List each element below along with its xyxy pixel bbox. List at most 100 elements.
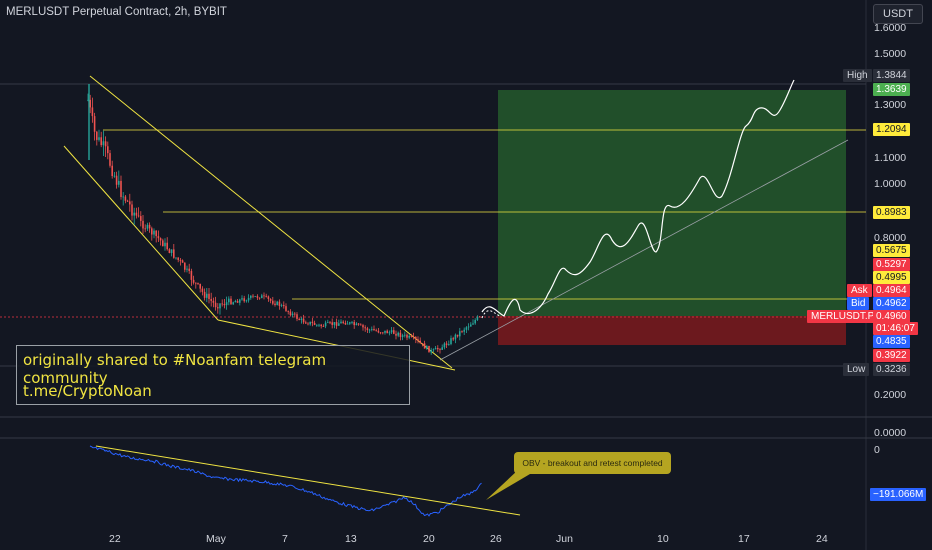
candle-body: [316, 324, 318, 326]
x-tick-label: 7: [282, 533, 288, 545]
candle-body: [375, 330, 377, 332]
callout-pointer: [486, 470, 530, 500]
candle-body: [243, 298, 245, 302]
candle-body: [120, 180, 122, 197]
x-tick-label: 26: [490, 533, 502, 545]
candle-body: [98, 137, 100, 140]
candle-body: [406, 334, 408, 338]
candle-body: [443, 343, 446, 348]
candle-body: [368, 329, 371, 331]
candle-body: [445, 343, 448, 345]
candle-body: [190, 270, 193, 280]
wedge-lower: [63, 145, 219, 321]
candle-body: [195, 282, 197, 284]
candle-body: [276, 301, 278, 305]
candle-body: [217, 307, 219, 309]
candle-body: [142, 220, 144, 229]
candle-body: [252, 295, 254, 297]
candle-body: [153, 230, 155, 235]
candle-body: [283, 305, 285, 307]
candle-body: [214, 302, 217, 308]
candle-body: [177, 257, 179, 260]
candle-body: [362, 325, 364, 328]
obv-zero-label: 0: [874, 444, 880, 456]
candle-body: [298, 318, 300, 320]
candle-body: [199, 283, 201, 289]
candle-body: [428, 345, 430, 353]
candle-body: [430, 350, 432, 353]
candle-body: [265, 295, 267, 297]
take-profit-tag: 1.3639: [873, 83, 910, 96]
candle-body: [274, 303, 276, 305]
candle-body: [126, 200, 129, 202]
candle-body: [170, 249, 173, 253]
level-tag: 0.8983: [873, 206, 910, 219]
y-tick-label: 1.1000: [874, 152, 907, 164]
candle-body: [340, 321, 342, 324]
candle-body: [421, 343, 424, 344]
candle-body: [188, 268, 190, 271]
candle-body: [135, 212, 138, 216]
candle-body: [210, 298, 212, 301]
entry-tag: 0.4835: [873, 335, 910, 348]
y-tick-label: 0.8000: [874, 232, 907, 244]
candle-body: [122, 196, 124, 198]
candle-body: [395, 333, 397, 336]
candle-body: [408, 335, 410, 338]
candle-body: [272, 300, 274, 304]
candle-body: [93, 116, 96, 132]
x-tick-label: 20: [423, 533, 435, 545]
candle-body: [91, 107, 94, 117]
candle-body: [137, 215, 140, 217]
candle-body: [311, 321, 314, 323]
candle-body: [151, 228, 153, 235]
candle-body: [423, 343, 426, 349]
community-note-line-1: originally shared to #Noanfam telegram c…: [23, 351, 327, 387]
candle-body: [113, 175, 116, 177]
candle-body: [349, 322, 351, 324]
candle-body: [186, 268, 188, 270]
candle-body: [300, 318, 303, 320]
candle-body: [269, 299, 272, 301]
candle-body: [327, 322, 329, 324]
dashed-projection: [481, 310, 501, 319]
candle-body: [474, 320, 476, 324]
candle-body: [115, 175, 118, 185]
candle-body: [294, 313, 296, 315]
candle-body: [291, 313, 294, 316]
candle-body: [239, 299, 241, 303]
candle-body: [439, 349, 441, 350]
candle-body: [247, 297, 250, 301]
level-tag: 1.2094: [873, 123, 910, 136]
candle-body: [254, 296, 256, 297]
level-tag: 0.4995: [873, 271, 910, 284]
candle-body: [404, 334, 406, 336]
candle-body: [353, 322, 355, 326]
candle-body: [390, 330, 393, 333]
candle-body: [384, 330, 386, 333]
candle-body: [472, 323, 474, 325]
candle-body: [452, 338, 454, 340]
candle-body: [318, 324, 320, 326]
candle-body: [313, 322, 316, 325]
candle-body: [346, 323, 349, 325]
candle-body: [470, 324, 472, 327]
candle-body: [386, 330, 388, 334]
candle-body: [377, 330, 380, 333]
candle-body: [322, 326, 325, 327]
candle-body: [203, 291, 206, 298]
candle-body: [168, 249, 171, 253]
currency-button[interactable]: USDT: [873, 4, 923, 24]
level-tag: 0.5675: [873, 244, 910, 257]
x-tick-label: 17: [738, 533, 750, 545]
candle-body: [329, 322, 331, 324]
level-tag: 0.5297: [873, 258, 910, 271]
y-tick-label: 1.3000: [874, 99, 907, 111]
candle-body: [419, 340, 421, 344]
candle-body: [208, 293, 210, 299]
candle-body: [309, 321, 311, 325]
candle-body: [159, 238, 162, 241]
candle-body: [379, 332, 382, 334]
